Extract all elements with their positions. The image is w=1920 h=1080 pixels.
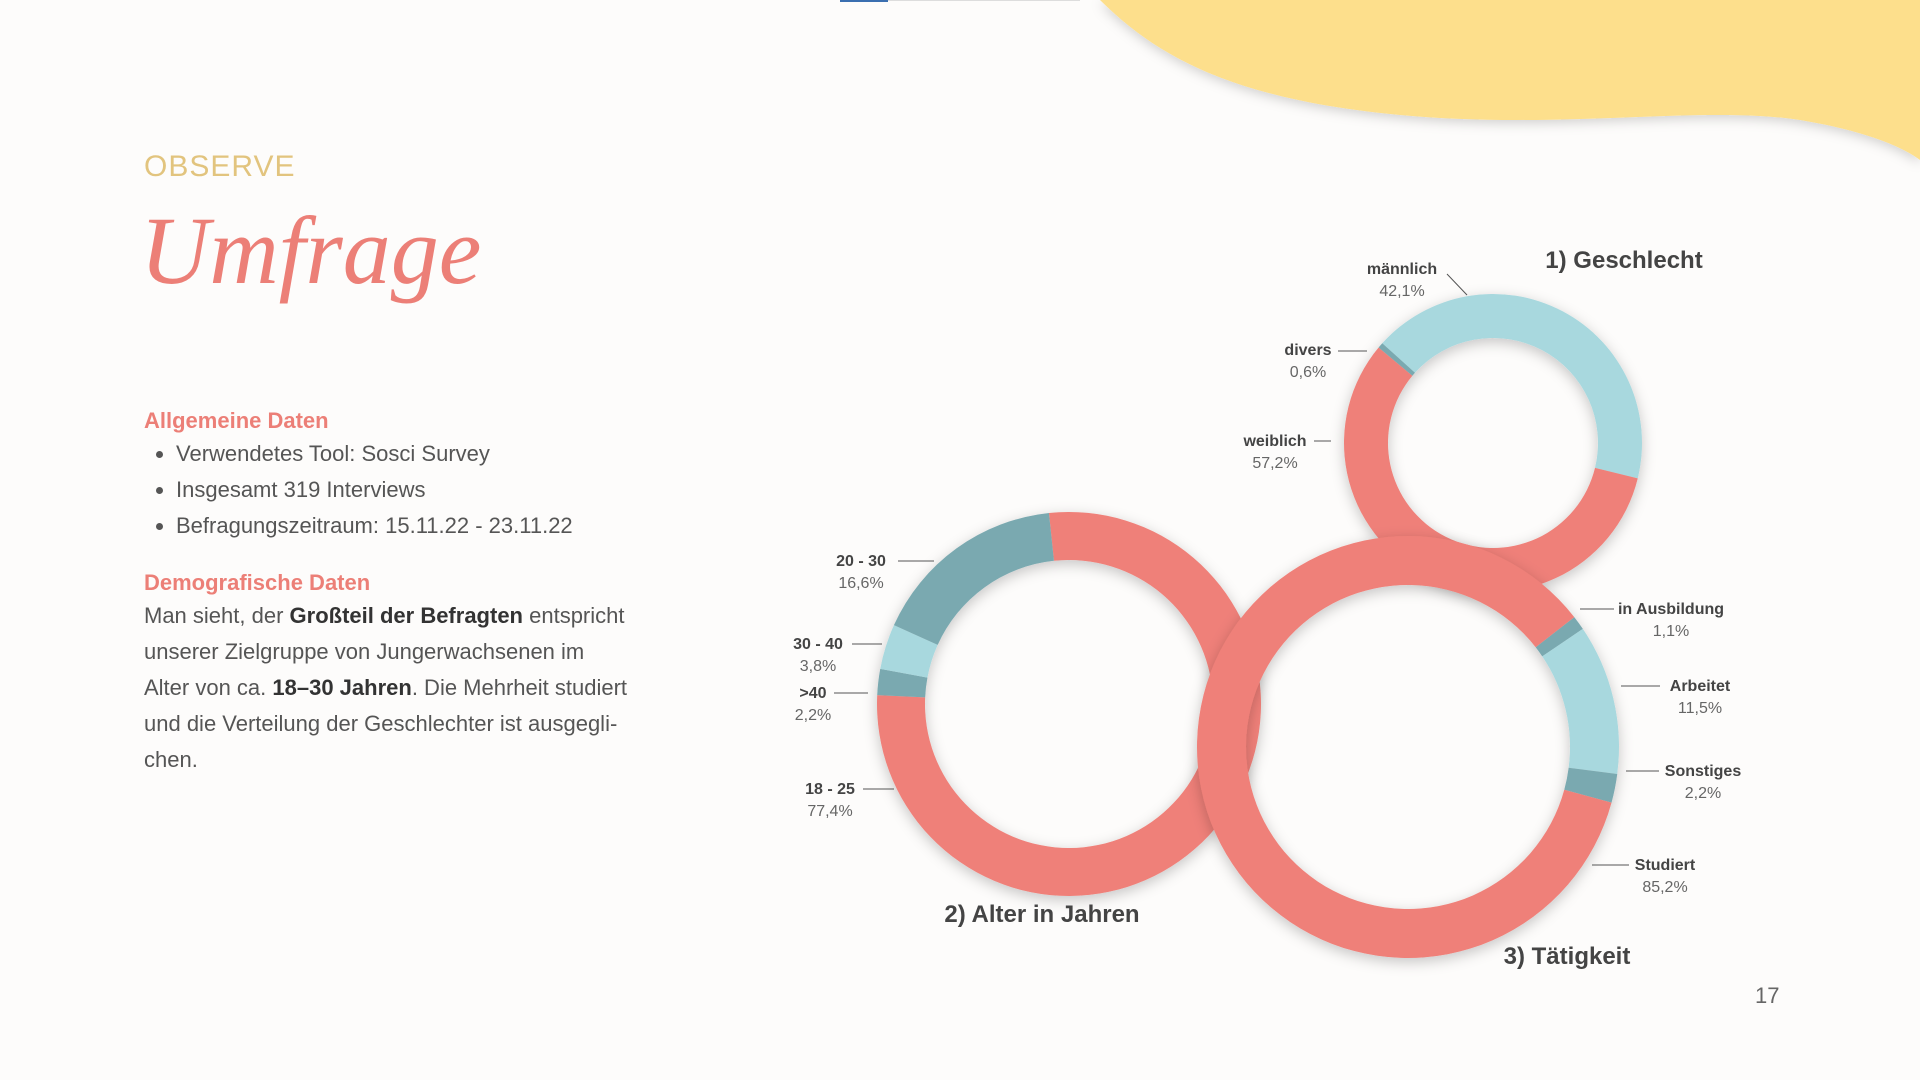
slice-value: 16,6%: [838, 575, 883, 592]
slice-label: weiblich: [1242, 433, 1306, 450]
slice-label: Arbeitet: [1670, 678, 1731, 695]
slice-value: 2,2%: [795, 707, 831, 724]
donut-chart: [1344, 293, 1643, 592]
donut-slice: [1564, 767, 1618, 803]
donut-slice: [877, 668, 928, 698]
donut-slice: [893, 513, 1054, 645]
donut-slice: [1378, 343, 1415, 376]
donut-slice: [1542, 628, 1619, 775]
donut-slice: [1197, 536, 1612, 959]
text: Man sieht, der: [144, 603, 290, 628]
kicker: OBSERVE: [144, 150, 296, 183]
slice-label: 18 - 25: [805, 781, 855, 798]
slice-label: 20 - 30: [836, 553, 886, 570]
text: chen.: [144, 747, 198, 772]
chart-title: 2) Alter in Jahren: [944, 901, 1139, 928]
donut-slice: [1382, 293, 1643, 479]
slice-value: 42,1%: [1379, 283, 1424, 300]
text: und die Verteilung der Geschlechter ist …: [144, 711, 618, 736]
slice-value: 11,5%: [1678, 700, 1722, 717]
donut-chart: [877, 512, 1261, 896]
section: Demografische Daten Man sieht, der Großte…: [144, 570, 664, 778]
page-number: 17: [1755, 983, 1780, 1008]
text: unserer Zielgruppe von Jungerwachsenen i…: [144, 639, 585, 664]
slice-label: in Ausbildung: [1618, 601, 1724, 618]
bullet-item: Verwendetes Tool: Sosci Survey: [176, 436, 664, 472]
bullet-item: Insgesamt 319 Interviews: [176, 472, 664, 508]
bold-text: 18–30 Jahren: [272, 675, 412, 700]
bold-text: Großteil der Befragten: [289, 603, 523, 628]
paragraph-line: unserer Zielgruppe von Jungerwachsenen i…: [144, 634, 664, 670]
slice-value: 2,2%: [1685, 785, 1721, 802]
donut-chart: [1197, 536, 1619, 959]
text: . Die Mehrheit studiert: [411, 675, 628, 700]
slice-value: 85,2%: [1642, 879, 1687, 896]
section: Allgemeine Daten Verwendetes Tool: Sosci …: [144, 408, 664, 544]
section-heading: Demografische Daten: [144, 570, 371, 595]
slice-label: divers: [1284, 342, 1331, 359]
title: Umfrage: [140, 197, 482, 304]
slice-label: Sonstiges: [1665, 763, 1742, 780]
paragraph-line: Alter von ca. 18–30 Jahren. Die Mehrheit…: [144, 670, 664, 706]
slice-label: Studiert: [1635, 857, 1696, 874]
text-panel: Allgemeine Daten Verwendetes Tool: Sosci …: [144, 408, 664, 778]
chart-title: 3) Tätigkeit: [1504, 943, 1631, 970]
text: Alter von ca.: [144, 675, 273, 700]
text: entspricht: [523, 603, 625, 628]
bullet-list: Verwendetes Tool: Sosci SurveyInsgesamt …: [144, 436, 664, 544]
slice-label: 30 - 40: [793, 636, 843, 653]
section-heading: Allgemeine Daten: [144, 408, 329, 433]
chart-title: 1) Geschlecht: [1545, 247, 1702, 274]
donut-slice: [1535, 617, 1583, 657]
donut-slice: [880, 625, 938, 678]
leader-line: [1446, 273, 1468, 296]
donut-slice: [1344, 347, 1638, 592]
slice-value: 57,2%: [1252, 455, 1297, 472]
yellow-wave: [1100, 0, 1920, 160]
slice-value: 77,4%: [807, 803, 852, 820]
bullet-item: Befragungszeitraum: 15.11.22 - 23.11.22: [176, 508, 664, 544]
paragraph: Man sieht, der Großteil der Befragten en…: [144, 598, 664, 778]
slice-value: 0,6%: [1290, 364, 1326, 381]
paragraph-line: Man sieht, der Großteil der Befragten en…: [144, 598, 664, 634]
slice-value: 3,8%: [800, 658, 836, 675]
slice-value: 1,1%: [1653, 623, 1689, 640]
paragraph-line: chen.: [144, 742, 664, 778]
slice-label: >40: [799, 685, 826, 702]
paragraph-line: und die Verteilung der Geschlechter ist …: [144, 706, 664, 742]
slice-label: männlich: [1367, 261, 1437, 278]
